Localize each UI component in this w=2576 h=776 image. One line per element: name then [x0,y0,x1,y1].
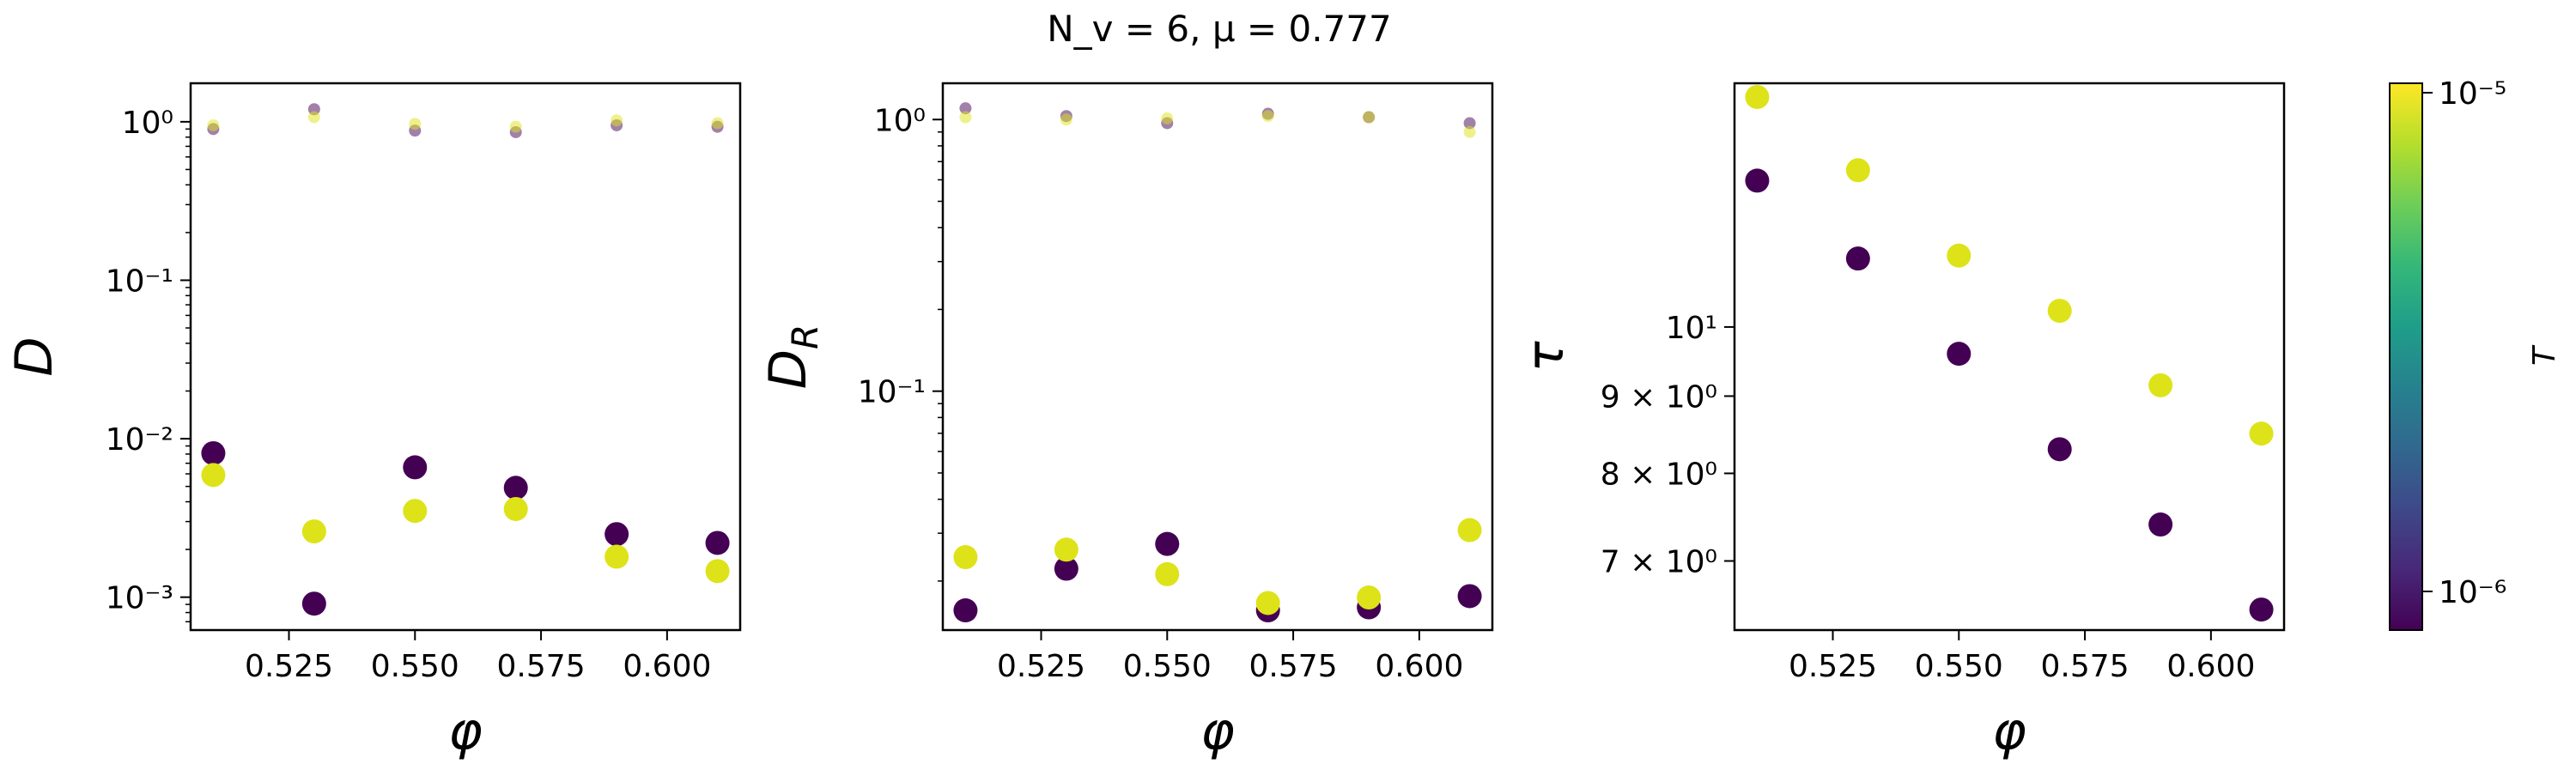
data-point [2047,299,2072,324]
data-point [201,440,226,465]
data-point [1155,561,1180,586]
data-point [1357,585,1382,610]
data-point [2249,597,2274,622]
y-tick-label: 10⁰ [122,106,173,141]
data-point [1363,111,1376,124]
data-point [2249,421,2274,446]
y-axis-label: DR [758,324,826,389]
data-point [1745,168,1770,193]
colorbar: 10⁻⁵ 10⁻⁶ T [2389,76,2562,631]
x-tick-label: 0.525 [245,649,333,684]
colorbar-label: T [2527,344,2562,366]
data-point [403,455,428,480]
data-point [1054,556,1078,581]
y-tick-label: 10¹ [1666,311,1717,346]
y-tick-label: 10⁻² [106,422,173,458]
data-point [2148,512,2173,537]
colorbar-gradient [2389,82,2423,631]
x-axis-label: φ [448,701,483,761]
panel-2: 0.525 0.550 0.575 0.600 10⁻¹ 10⁰ φ DR [758,82,1494,761]
y-tick-label: 7 × 10⁰ [1601,544,1717,579]
data-point [959,102,972,115]
y-tick-label: 8 × 10⁰ [1601,457,1717,492]
y-tick-label: 10⁰ [874,103,926,138]
data-point [1054,537,1078,562]
data-point [301,591,326,616]
panel-3: 0.525 0.550 0.575 0.600 7 × 10⁰ 8 × 10⁰ 9 × 10… [1516,82,2286,761]
colorbar-bottom-label: 10⁻⁶ [2439,575,2506,610]
x-tick-label: 0.525 [997,649,1085,684]
data-point [1255,591,1280,615]
x-tick-label: 0.600 [1375,649,1463,684]
data-point [1161,112,1174,124]
x-tick-label: 0.600 [623,649,711,684]
figure-title: N_v = 6, μ = 0.777 [1047,8,1391,50]
data-point [959,111,972,124]
data-point [705,559,730,584]
x-tick-label: 0.550 [371,649,459,684]
data-point [403,499,428,524]
data-point [1155,531,1180,556]
data-point [953,598,978,623]
data-point [509,120,522,133]
y-axis-label: τ [1516,341,1576,373]
panel-1: 0.525 0.550 0.575 0.600 10⁻³ 10⁻² 10⁻¹ 10⁰ φ D [4,82,742,761]
data-point [1463,117,1476,130]
data-point [2148,373,2173,397]
data-point [201,463,226,488]
data-point [1261,110,1274,123]
colorbar-top-label: 10⁻⁵ [2439,76,2506,112]
y-tick-label: 9 × 10⁰ [1601,379,1717,415]
data-point [605,522,629,547]
data-point [611,114,623,127]
x-tick-label: 0.575 [497,649,586,684]
y-tick-label: 10⁻³ [106,581,173,616]
x-tick-label: 0.575 [2041,649,2129,684]
data-point [207,118,220,131]
data-point [1947,243,1971,268]
data-point [1463,125,1476,138]
data-point [301,519,326,544]
x-tick-label: 0.525 [1789,649,1877,684]
data-point [605,544,629,569]
axes-frame [941,82,1494,632]
data-point [1457,518,1482,543]
x-tick-label: 0.575 [1249,649,1338,684]
data-point [705,530,730,555]
x-tick-label: 0.550 [1915,649,2003,684]
x-tick-label: 0.600 [2166,649,2255,684]
data-point [711,117,724,130]
axes-frame [1733,82,2286,632]
data-point [1845,158,1870,183]
data-point [953,545,978,570]
data-point [1745,84,1770,109]
data-point [503,476,528,500]
x-tick-label: 0.550 [1123,649,1212,684]
x-axis-label: φ [1992,701,2026,761]
data-point [409,118,422,130]
y-tick-label: 10⁻¹ [858,375,926,410]
data-point [2047,437,2072,462]
data-point [1947,342,1971,367]
data-point [503,496,528,521]
x-axis-label: φ [1200,701,1235,761]
y-tick-label: 10⁻¹ [106,264,173,299]
data-point [1060,113,1072,126]
data-point [1845,246,1870,271]
data-point [1457,584,1482,609]
data-point [307,111,320,124]
y-axis-label: D [4,336,64,376]
axes-frame [189,82,742,632]
